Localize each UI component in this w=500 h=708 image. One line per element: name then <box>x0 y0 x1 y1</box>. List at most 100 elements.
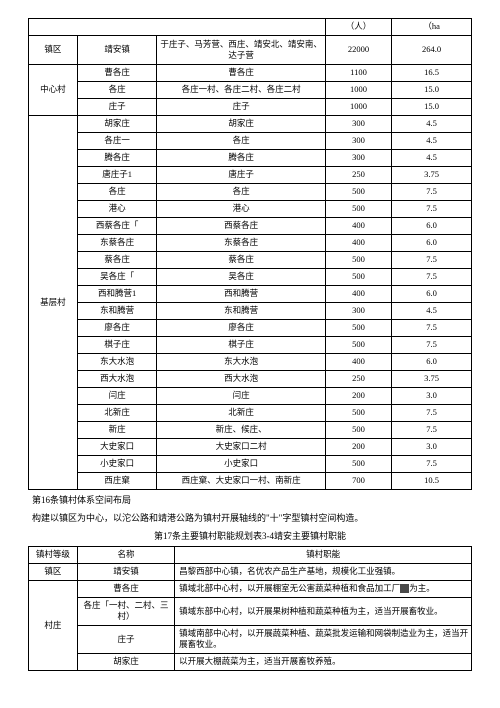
village-list: 大史家口二村 <box>157 439 325 456</box>
village-function-table: 镇村等级名称镇村职能镇区靖安镇昌黎西部中心镇，名优农产品生产基地，规模化工业强镇… <box>28 546 472 671</box>
hdr-func: 镇村职能 <box>175 547 472 564</box>
village-area: 6.0 <box>392 286 472 303</box>
village-pop: 300 <box>325 116 391 133</box>
base-row: 蔡各庄蔡各庄5007.5 <box>29 252 472 269</box>
village-name: 西庄窠 <box>77 473 157 490</box>
village-pop: 500 <box>325 184 391 201</box>
zhenqu-row: 镇区靖安镇于庄子、马芳营、西庄、靖安北、靖安南、达子营22000264.0 <box>29 36 472 65</box>
village-pop: 500 <box>325 269 391 286</box>
base-row: 闫庄闫庄2003.0 <box>29 388 472 405</box>
village-list: 北新庄 <box>157 405 325 422</box>
village-pop: 700 <box>325 473 391 490</box>
village-pop: 500 <box>325 422 391 439</box>
base-row: 港心港心5007.5 <box>29 201 472 218</box>
village-area: 16.5 <box>392 65 472 82</box>
village-list: 曹各庄 <box>157 65 325 82</box>
village-pop: 300 <box>325 150 391 167</box>
base-row: 各庄一各庄3004.5 <box>29 133 472 150</box>
village-list: 棋子庄 <box>157 337 325 354</box>
func-village-name: 各庄「一村、二村、三村） <box>77 598 174 626</box>
village-area: 7.5 <box>392 320 472 337</box>
base-label: 基层村 <box>29 116 78 490</box>
center-row: 各庄各庄一村、各庄二村、各庄二村100015.0 <box>29 82 472 99</box>
zhenqu-name: 靖安镇 <box>77 36 157 65</box>
village-name: 各庄一 <box>77 133 157 150</box>
village-list: 新庄、候庄、 <box>157 422 325 439</box>
village-list: 小史家口 <box>157 456 325 473</box>
village-pop: 200 <box>325 439 391 456</box>
village-area: 7.5 <box>392 201 472 218</box>
village-area: 15.0 <box>392 99 472 116</box>
village-pop: 500 <box>325 201 391 218</box>
village-name: 廖各庄 <box>77 320 157 337</box>
village-list: 西和腾营 <box>157 286 325 303</box>
village-list: 西庄窠、大史家口一村、南新庄 <box>157 473 325 490</box>
village-area: 4.5 <box>392 303 472 320</box>
village-pop: 250 <box>325 167 391 184</box>
func-village-row: 各庄「一村、二村、三村）镇域东部中心村，以开展果树种植和蔬菜种植为主，适当开展畜… <box>29 598 472 626</box>
village-area: 3.0 <box>392 439 472 456</box>
base-row: 唐庄子1唐庄子2503.75 <box>29 167 472 184</box>
village-area: 3.75 <box>392 167 472 184</box>
func-village-name: 胡家庄 <box>77 653 174 670</box>
func-village-desc: 镇域东部中心村，以开展果树种植和蔬菜种植为主，适当开展畜牧业。 <box>175 598 472 626</box>
village-name: 北新庄 <box>77 405 157 422</box>
base-row: 吴各庄「吴各庄5007.5 <box>29 269 472 286</box>
village-list: 蔡各庄 <box>157 252 325 269</box>
village-name: 吴各庄「 <box>77 269 157 286</box>
village-list: 东大水泡 <box>157 354 325 371</box>
village-list: 各庄一村、各庄二村、各庄二村 <box>157 82 325 99</box>
village-name: 东蔡各庄 <box>77 235 157 252</box>
village-pop: 500 <box>325 337 391 354</box>
village-name: 西和腾营1 <box>77 286 157 303</box>
village-area: 6.0 <box>392 218 472 235</box>
village-pop: 1000 <box>325 99 391 116</box>
func-village-desc: 镇域南部中心村，以开展蔬菜种植、蔬菜批发运输和网袋制造业为主，适当开展畜牧业。 <box>175 625 472 653</box>
village-system-table: （人）（ha镇区靖安镇于庄子、马芳营、西庄、靖安北、靖安南、达子营2200026… <box>28 18 472 490</box>
village-name: 大史家口 <box>77 439 157 456</box>
village-list: 西大水泡 <box>157 371 325 388</box>
func-village-desc: 以开展大棚蔬菜为主，适当开展畜牧养殖。 <box>175 653 472 670</box>
village-list: 闫庄 <box>157 388 325 405</box>
village-name: 东和腾营 <box>77 303 157 320</box>
village-area: 7.5 <box>392 184 472 201</box>
base-row: 腾各庄腾各庄3004.5 <box>29 150 472 167</box>
village-name: 各庄 <box>77 82 157 99</box>
village-name: 闫庄 <box>77 388 157 405</box>
base-row: 西和腾营1西和腾营4006.0 <box>29 286 472 303</box>
base-row: 棋子庄棋子庄5007.5 <box>29 337 472 354</box>
village-area: 7.5 <box>392 269 472 286</box>
func-village-row: 胡家庄以开展大棚蔬菜为主，适当开展畜牧养殖。 <box>29 653 472 670</box>
village-list: 廖各庄 <box>157 320 325 337</box>
func-cunzhuang-label: 村庄 <box>29 581 78 671</box>
zhenqu-label: 镇区 <box>29 36 78 65</box>
table-header-row: （人）（ha <box>29 19 472 36</box>
village-list: 庄子 <box>157 99 325 116</box>
base-row: 大史家口大史家口二村2003.0 <box>29 439 472 456</box>
village-area: 4.5 <box>392 133 472 150</box>
village-pop: 400 <box>325 286 391 303</box>
village-pop: 200 <box>325 388 391 405</box>
village-pop: 500 <box>325 252 391 269</box>
base-row: 新庄新庄、候庄、5007.5 <box>29 422 472 439</box>
village-name: 腾各庄 <box>77 150 157 167</box>
base-row: 廖各庄廖各庄5007.5 <box>29 320 472 337</box>
village-list: 东和腾营 <box>157 303 325 320</box>
village-area: 4.5 <box>392 150 472 167</box>
village-list: 吴各庄 <box>157 269 325 286</box>
func-village-name: 曹各庄 <box>77 581 174 598</box>
village-pop: 1100 <box>325 65 391 82</box>
func-village-desc: 镇域北部中心村，以开展棚室无公害蔬菜种植和食品加工厂为主。 <box>175 581 472 598</box>
base-row: 基层村胡家庄胡家庄3004.5 <box>29 116 472 133</box>
village-area: 7.5 <box>392 337 472 354</box>
village-area: 4.5 <box>392 116 472 133</box>
village-name: 东大水泡 <box>77 354 157 371</box>
village-area: 6.0 <box>392 235 472 252</box>
village-list: 各庄 <box>157 184 325 201</box>
base-row: 各庄各庄5007.5 <box>29 184 472 201</box>
village-pop: 500 <box>325 456 391 473</box>
village-pop: 500 <box>325 320 391 337</box>
village-name: 曹各庄 <box>77 65 157 82</box>
village-name: 西蔡各庄「 <box>77 218 157 235</box>
village-area: 3.75 <box>392 371 472 388</box>
